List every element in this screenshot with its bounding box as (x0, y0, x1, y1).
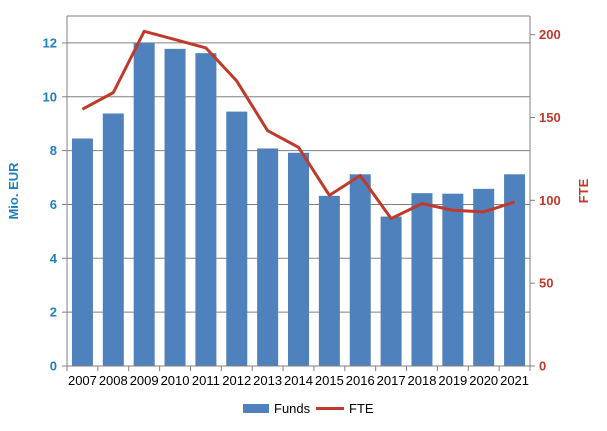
left-tick-label: 10 (43, 89, 57, 104)
right-tick-label: 150 (539, 110, 561, 125)
bar-2008 (102, 113, 124, 366)
right-tick-label: 100 (539, 193, 561, 208)
right-tick-label: 0 (539, 359, 546, 374)
left-tick-label: 12 (43, 35, 57, 50)
left-tick-label: 2 (50, 305, 57, 320)
x-tick-label: 2016 (346, 373, 375, 388)
bar-2020 (473, 188, 495, 366)
bar-2007 (71, 138, 93, 366)
x-tick-label: 2012 (222, 373, 251, 388)
legend-fte-label: FTE (349, 401, 374, 416)
left-tick-label: 0 (50, 359, 57, 374)
bar-2019 (442, 193, 464, 366)
left-tick-labels: 0 2 4 6 8 10 12 (43, 35, 58, 373)
axes (62, 16, 535, 371)
x-tick-label: 2018 (408, 373, 437, 388)
bar-2012 (226, 111, 248, 366)
bar-2018 (411, 193, 433, 366)
bar-2011 (195, 53, 217, 367)
x-tick-label: 2010 (161, 373, 190, 388)
bar-2013 (257, 148, 279, 366)
x-tick-label: 2009 (130, 373, 159, 388)
right-tick-label: 50 (539, 276, 553, 291)
x-tick-label: 2014 (284, 373, 313, 388)
x-tick-label: 2020 (469, 373, 498, 388)
bar-2016 (349, 174, 371, 366)
x-tick-label: 2011 (192, 373, 220, 388)
bar-2014 (288, 152, 309, 366)
x-tick-label: 2021 (500, 373, 529, 388)
x-tick-label: 2017 (377, 373, 406, 388)
x-tick-label: 2008 (99, 373, 128, 388)
left-tick-label: 8 (50, 143, 57, 158)
x-tick-label: 2013 (253, 373, 282, 388)
bar-2021 (504, 174, 526, 366)
x-tick-label: 2007 (68, 373, 97, 388)
bar-2015 (318, 195, 340, 366)
bar-2017 (380, 216, 402, 366)
x-tick-label: 2019 (438, 373, 467, 388)
bar-series-funds (71, 42, 526, 367)
bar-2009 (133, 42, 155, 367)
y2-axis-title: FTE (576, 178, 591, 203)
x-tick-labels: 2007 2008 2009 2010 2011 2012 2013 2014 2015 2016… (68, 373, 529, 388)
x-tick-label: 2015 (315, 373, 344, 388)
y-axis-title: Mio. EUR (6, 162, 21, 220)
bar-2010 (164, 48, 186, 366)
right-tick-labels: 0 50 100 150 200 (539, 27, 561, 373)
right-tick-label: 200 (539, 27, 561, 42)
legend-funds-label: Funds (274, 401, 311, 416)
left-tick-label: 4 (50, 251, 58, 266)
line-series-fte (81, 29, 516, 221)
left-tick-label: 6 (50, 197, 57, 212)
legend-funds-swatch (243, 404, 269, 413)
legend: Funds FTE (243, 401, 374, 416)
